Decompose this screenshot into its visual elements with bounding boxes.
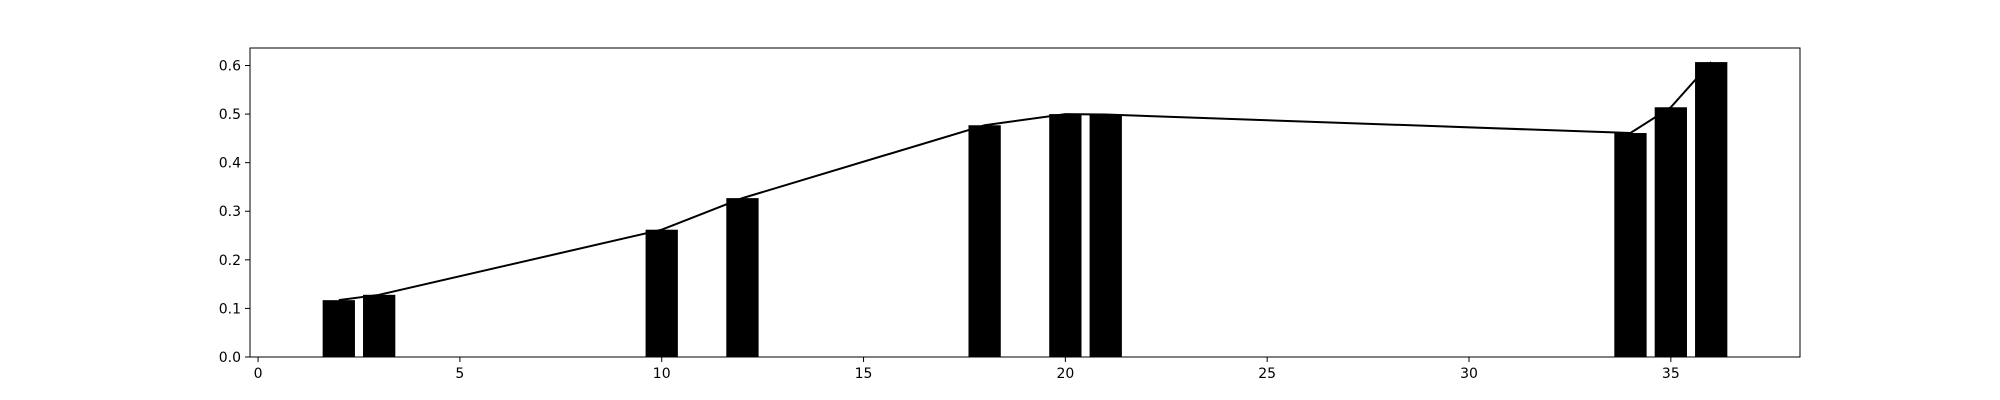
bar [1695,62,1728,357]
y-axis-ticks: 0.0 0.1 0.2 0.3 0.4 0.5 0.6 [219,58,250,366]
bar [1614,133,1647,357]
y-tick-label: 0.6 [219,58,241,74]
x-tick-label: 20 [1056,366,1074,382]
x-tick-label: 5 [455,366,464,382]
x-tick-label: 25 [1258,366,1276,382]
y-tick-label: 0.1 [219,301,241,317]
bar [968,125,1001,357]
bars-layer [322,62,1728,358]
y-tick-label: 0.0 [219,350,241,366]
x-tick-label: 30 [1460,366,1478,382]
bar [645,229,678,357]
y-tick-label: 0.4 [219,156,241,172]
bar [363,294,396,357]
line-layer [338,61,1712,302]
y-tick-label: 0.3 [219,204,241,220]
series-line [338,61,1712,302]
bar [726,198,759,357]
y-tick-label: 0.5 [219,107,241,123]
x-tick-label: 15 [855,366,873,382]
x-tick-label: 35 [1662,366,1680,382]
bar [1049,114,1082,357]
x-tick-label: 10 [653,366,671,382]
y-tick-label: 0.2 [219,253,241,269]
x-tick-label: 0 [254,366,263,382]
bar [1089,114,1122,358]
bar [1654,107,1687,357]
x-axis-ticks: 0 5 10 15 20 25 30 35 [254,357,1680,382]
plot-frame [249,47,1801,358]
bar [322,300,355,357]
